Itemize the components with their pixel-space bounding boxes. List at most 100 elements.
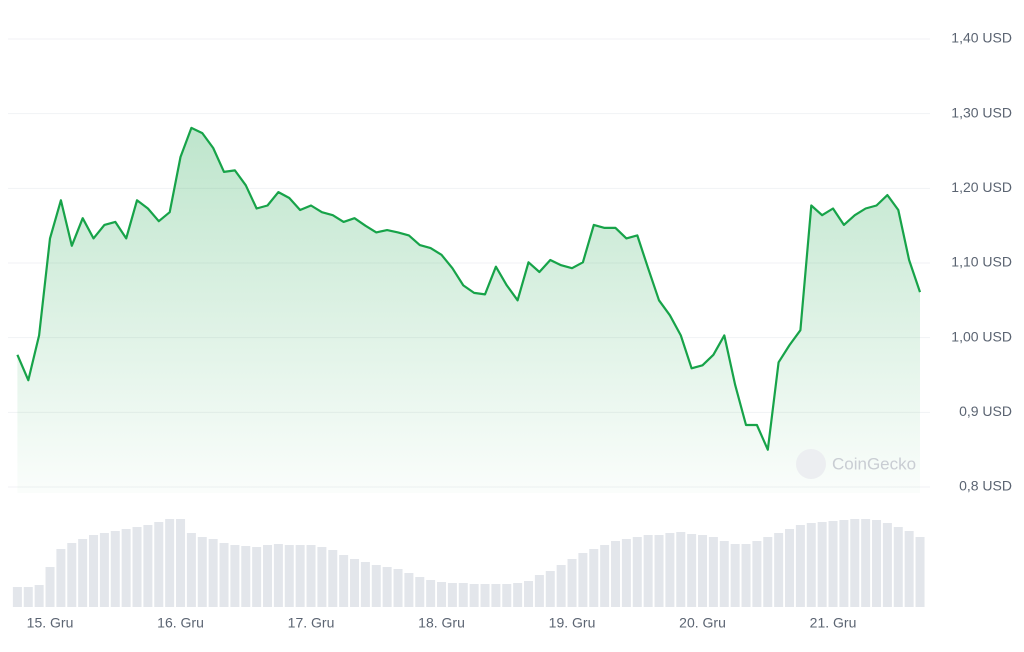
volume-bar <box>795 525 805 607</box>
volume-bar <box>393 569 403 607</box>
volume-bar <box>186 533 196 607</box>
y-tick-label: 1,00 USD <box>951 328 1012 344</box>
volume-bar <box>89 535 99 607</box>
watermark-logo <box>796 449 826 479</box>
volume-bar <box>426 580 436 607</box>
volume-bar <box>56 549 66 607</box>
volume-bar <box>915 537 925 607</box>
volume-bar <box>371 565 381 607</box>
volume-bar <box>502 584 512 607</box>
volume-bar <box>121 529 131 607</box>
volume-bar <box>458 583 468 607</box>
volume-bar <box>12 587 22 607</box>
volume-bar <box>132 527 142 607</box>
volume-bar <box>143 525 153 607</box>
volume-bar <box>567 559 577 607</box>
volume-bar <box>861 519 871 607</box>
volume-bar <box>676 532 686 607</box>
volume-bar <box>817 522 827 607</box>
volume-bar <box>839 520 849 607</box>
x-tick-label: 17. Gru <box>288 615 335 631</box>
y-tick-label: 1,20 USD <box>951 179 1012 195</box>
volume-bar <box>785 529 795 607</box>
volume-bar <box>632 537 642 607</box>
volume-bar <box>404 573 414 607</box>
volume-bar <box>99 533 109 607</box>
x-tick-label: 19. Gru <box>549 615 596 631</box>
volume-bar <box>534 575 544 607</box>
volume-bar <box>589 549 599 607</box>
volume-bar <box>328 550 338 607</box>
volume-bar <box>350 559 360 607</box>
volume-bar <box>621 539 631 607</box>
volume-bar <box>34 585 44 607</box>
volume-bar <box>176 519 186 607</box>
volume-bar <box>208 539 218 607</box>
volume-bar <box>600 545 610 607</box>
watermark-text: CoinGecko <box>832 454 916 473</box>
volume-bar <box>545 571 555 607</box>
volume-bar <box>230 545 240 607</box>
volume-bar <box>882 523 892 607</box>
volume-bar <box>252 547 262 607</box>
volume-bar <box>643 535 653 607</box>
volume-bar <box>719 541 729 607</box>
y-tick-label: 0,9 USD <box>959 403 1012 419</box>
volume-bar <box>45 567 55 607</box>
volume-bar <box>382 567 392 607</box>
volume-bar <box>763 537 773 607</box>
volume-bar <box>306 545 316 607</box>
volume-bar <box>78 539 88 607</box>
y-tick-label: 1,40 USD <box>951 30 1012 46</box>
volume-bar <box>284 545 294 607</box>
volume-bar <box>480 584 490 607</box>
volume-bar <box>219 543 229 607</box>
x-tick-label: 21. Gru <box>810 615 857 631</box>
price-line <box>16 126 922 451</box>
price-area <box>17 127 920 494</box>
x-tick-label: 16. Gru <box>157 615 204 631</box>
volume-bar <box>752 541 762 607</box>
x-tick-label: 18. Gru <box>418 615 465 631</box>
volume-bar <box>67 543 77 607</box>
volume-bar <box>774 533 784 607</box>
volume-bar <box>578 553 588 607</box>
volume-bar <box>806 523 816 607</box>
volume-bar <box>110 531 120 607</box>
y-tick-label: 1,10 USD <box>951 254 1012 270</box>
volume-bar <box>687 534 697 607</box>
volume-bar <box>730 544 740 607</box>
volume-bar <box>556 565 566 607</box>
volume-bar <box>263 545 273 607</box>
volume-bar <box>360 562 370 607</box>
volume-bar <box>654 535 664 607</box>
x-tick-label: 20. Gru <box>679 615 726 631</box>
volume-bar <box>23 587 33 607</box>
volume-bar <box>415 577 425 607</box>
volume-bar <box>165 519 175 607</box>
volume-bar <box>241 546 251 607</box>
y-tick-label: 0,8 USD <box>959 478 1012 494</box>
volume-bar <box>904 531 914 607</box>
watermark: CoinGecko <box>796 449 916 479</box>
volume-bar <box>469 584 479 607</box>
volume-bar <box>741 544 751 607</box>
volume-bar <box>197 537 207 607</box>
volume-bar <box>893 527 903 607</box>
volume-bar <box>317 547 327 607</box>
volume-bar <box>698 535 708 607</box>
volume-bar <box>872 520 882 607</box>
volume-bar <box>273 544 283 607</box>
volume-bar <box>611 541 621 607</box>
volume-bar <box>850 519 860 607</box>
x-tick-label: 15. Gru <box>27 615 74 631</box>
volume-bar <box>708 537 718 607</box>
volume-bar <box>513 583 523 607</box>
volume-bar <box>339 555 349 607</box>
y-tick-label: 1,30 USD <box>951 104 1012 120</box>
volume-bar <box>828 521 838 607</box>
volume-bar <box>524 581 534 607</box>
volume-bar <box>665 533 675 607</box>
